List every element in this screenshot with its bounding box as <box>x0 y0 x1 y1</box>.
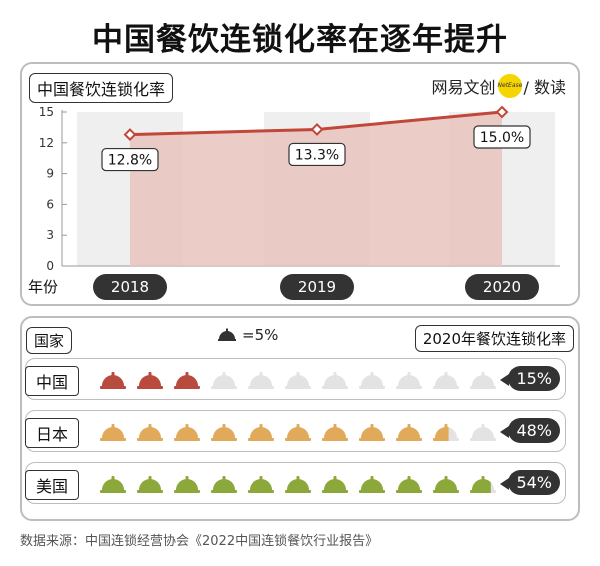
cloche-icon <box>470 476 496 493</box>
country-row: 美国 54% <box>25 462 566 504</box>
y-tick-label: 6 <box>46 197 54 211</box>
country-label: 美国 <box>25 470 80 500</box>
x-axis-label: 年份 <box>28 278 58 296</box>
cloche-icon <box>433 476 459 493</box>
cloche-icon <box>137 476 163 493</box>
y-tick-label: 9 <box>46 167 54 181</box>
x-tick-pill <box>280 274 354 300</box>
data-point-2020 <box>495 105 509 119</box>
line-chart: 0 3 6 9 12 15 12.8% 13.3% 15.0% 2018 2019 2020 年份 <box>28 105 560 300</box>
cloche-icon <box>396 372 422 389</box>
cloche-icon <box>211 424 237 441</box>
icon-row <box>100 372 496 389</box>
metric-tag: 中国餐饮连锁化率 <box>29 73 174 103</box>
cloche-icon <box>211 372 237 389</box>
y-tick-label: 0 <box>46 259 54 273</box>
cloche-icon <box>248 372 274 389</box>
x-tick-pill <box>465 274 539 300</box>
x-tick-label: 2020 <box>483 278 521 296</box>
country-row: 日本 48% <box>25 410 566 452</box>
data-point-2019 <box>310 123 324 136</box>
brand-name: 网易文创 <box>431 78 496 97</box>
value-label-box <box>473 125 531 149</box>
cloche-icon <box>396 476 422 493</box>
rate-badge: 48% <box>500 418 560 443</box>
cloche-icon <box>211 476 237 493</box>
cloche-icon <box>470 424 496 441</box>
cloche-icon <box>137 424 163 441</box>
icon-row <box>100 424 496 441</box>
cloche-icon <box>322 424 348 441</box>
rate-badge: 15% <box>500 366 560 391</box>
unit-label: =5% <box>242 326 279 344</box>
cloche-icon <box>359 476 385 493</box>
line-chart-panel: 0 3 6 9 12 15 12.8% 13.3% 15.0% 2018 2019 2020 年份 中国… <box>20 62 580 306</box>
unit-legend: =5% <box>218 326 278 344</box>
cloche-icon <box>218 328 236 341</box>
x-tick-label: 2018 <box>111 278 149 296</box>
cloche-icon <box>359 372 385 389</box>
cloche-icon <box>174 424 200 441</box>
cloche-icon <box>433 372 459 389</box>
country-header: 国家 <box>26 327 73 354</box>
cloche-icon <box>396 424 422 441</box>
cloche-icon <box>322 476 348 493</box>
data-point-2018 <box>123 128 137 142</box>
cloche-icon <box>137 372 163 389</box>
cloche-icon <box>359 424 385 441</box>
cloche-icon <box>248 424 274 441</box>
cloche-icon <box>174 476 200 493</box>
value-label-box <box>101 147 159 172</box>
cloche-icon <box>322 372 348 389</box>
cloche-icon <box>470 372 496 389</box>
y-tick-label: 15 <box>39 105 54 119</box>
country-label: 日本 <box>25 418 80 448</box>
brand-section: / 数读 <box>523 78 566 97</box>
brand-dot: NetEase <box>497 74 522 98</box>
cloche-icon <box>248 476 274 493</box>
x-tick-pill <box>93 274 167 300</box>
cloche-icon <box>285 424 311 441</box>
country-label: 中国 <box>25 366 80 396</box>
page-title: 中国餐饮连锁化率在逐年提升 <box>92 22 508 58</box>
pictograph-panel: 国家 =5% 2020年餐饮连锁化率 中国 15% 日本 48% 美国 54% <box>20 316 580 521</box>
rate-header: 2020年餐饮连锁化率 <box>414 325 574 352</box>
cloche-icon <box>100 372 126 389</box>
rate-badge: 54% <box>500 470 560 495</box>
icon-row <box>100 476 496 493</box>
value-label: 12.8% <box>108 153 152 169</box>
series-area <box>130 112 502 266</box>
brand-logo: 网易文创 NetEase / 数读 <box>431 74 566 98</box>
country-row: 中国 15% <box>25 358 566 400</box>
cloche-icon <box>174 372 200 389</box>
cloche-icon <box>285 476 311 493</box>
source-note: 数据来源：中国连锁经营协会《2022中国连锁餐饮行业报告》 <box>20 534 379 549</box>
cloche-icon <box>100 476 126 493</box>
cloche-icon <box>433 424 459 441</box>
value-label: 15.0% <box>480 130 524 146</box>
cloche-icon <box>285 372 311 389</box>
y-tick-label: 12 <box>39 136 54 150</box>
value-label: 13.3% <box>295 147 339 163</box>
y-tick-label: 3 <box>46 228 54 242</box>
cloche-icon <box>100 424 126 441</box>
x-tick-label: 2019 <box>298 278 336 296</box>
value-label-box <box>288 142 346 167</box>
